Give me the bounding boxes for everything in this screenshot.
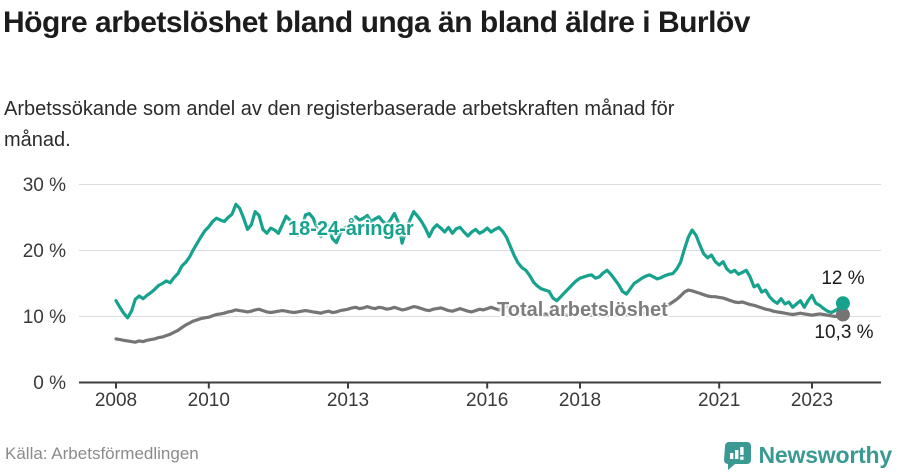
series-line-0: [114, 288, 845, 344]
x-tick-label-2021: 2021: [698, 390, 741, 411]
end-value-label-total: 10,3 %: [814, 322, 874, 343]
newsworthy-logo: Newsworthy: [722, 440, 892, 470]
end-value-label-young: 12 %: [821, 268, 865, 289]
newsworthy-logo-text: Newsworthy: [758, 441, 893, 468]
x-tick-label-2008: 2008: [94, 390, 138, 411]
x-tick-label-2010: 2010: [187, 390, 230, 411]
x-tick-label-2023: 2023: [790, 390, 834, 411]
x-tick-label-2018: 2018: [558, 390, 602, 411]
series-line-1: [114, 202, 845, 320]
x-tick-label-2013: 2013: [326, 390, 370, 411]
line-chart: [79, 184, 881, 389]
end-dot-1: [835, 296, 850, 311]
chart-subtitle: Arbetssökande som andel av den registerb…: [4, 98, 675, 151]
x-tick-label-2016: 2016: [466, 390, 509, 411]
y-tick-label-30: 30 %: [22, 174, 66, 196]
series-label-total: Total arbetslöshet: [497, 299, 668, 321]
newsworthy-logo-icon: [723, 442, 751, 470]
y-tick-label-10: 10 %: [22, 306, 66, 328]
end-dot-0: [835, 307, 850, 322]
y-tick-label-20: 20 %: [22, 240, 66, 262]
series-label-young: 18-24-åringar: [288, 218, 414, 240]
y-tick-label-0: 0 %: [33, 372, 66, 394]
source-attribution: Källa: Arbetsförmedlingen: [5, 444, 199, 463]
page-title: Högre arbetslöshet bland unga än bland ä…: [3, 6, 750, 39]
